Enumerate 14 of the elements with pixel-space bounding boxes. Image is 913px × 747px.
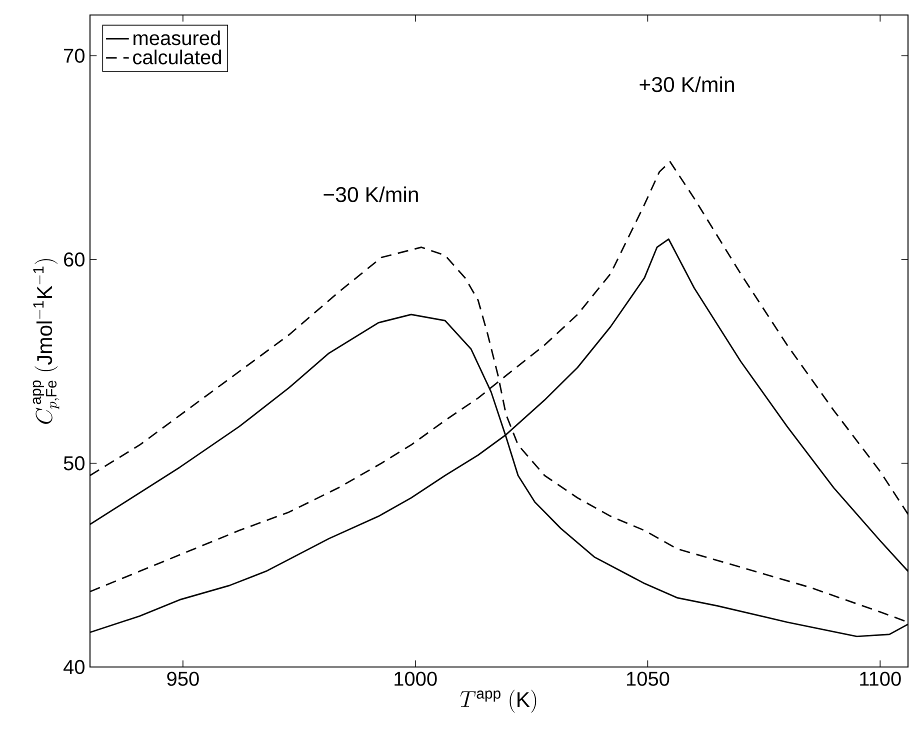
legend-label: calculated <box>133 50 221 64</box>
y-axis-title: $C^{\,\mathrm{app}}_{p,\mathrm{Fe}}\ \mathrm{(Jmol^{-1}K^{-1})}$ <box>32 259 60 424</box>
x-tick-label: 1050 <box>627 672 670 686</box>
annotation: −30 K/min <box>324 186 418 202</box>
y-tick-label: 70 <box>64 48 84 63</box>
y-tick-label: 50 <box>64 456 84 470</box>
x-axis-title: $T^{\mathrm{app}}\ \mathrm{(K)}$ <box>460 690 536 713</box>
x-tick-label: 950 <box>167 672 199 686</box>
annotation: +30 K/min <box>640 76 734 92</box>
y-tick-label: 60 <box>64 252 84 267</box>
x-tick-label: 1100 <box>860 672 901 686</box>
legend-label: measured <box>134 30 220 46</box>
y-tick-label: 40 <box>64 660 84 674</box>
x-tick-label: 1000 <box>394 672 437 686</box>
